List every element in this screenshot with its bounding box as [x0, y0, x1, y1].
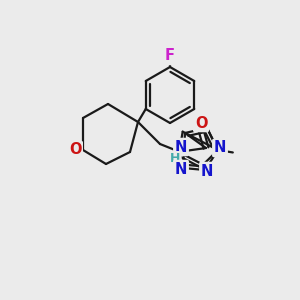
Text: O: O	[69, 142, 81, 158]
Text: O: O	[195, 116, 207, 130]
Text: F: F	[165, 49, 175, 64]
Text: H: H	[170, 152, 180, 166]
Text: N: N	[175, 161, 187, 176]
Text: N: N	[214, 140, 226, 155]
Text: N: N	[175, 140, 187, 154]
Text: N: N	[201, 164, 213, 178]
